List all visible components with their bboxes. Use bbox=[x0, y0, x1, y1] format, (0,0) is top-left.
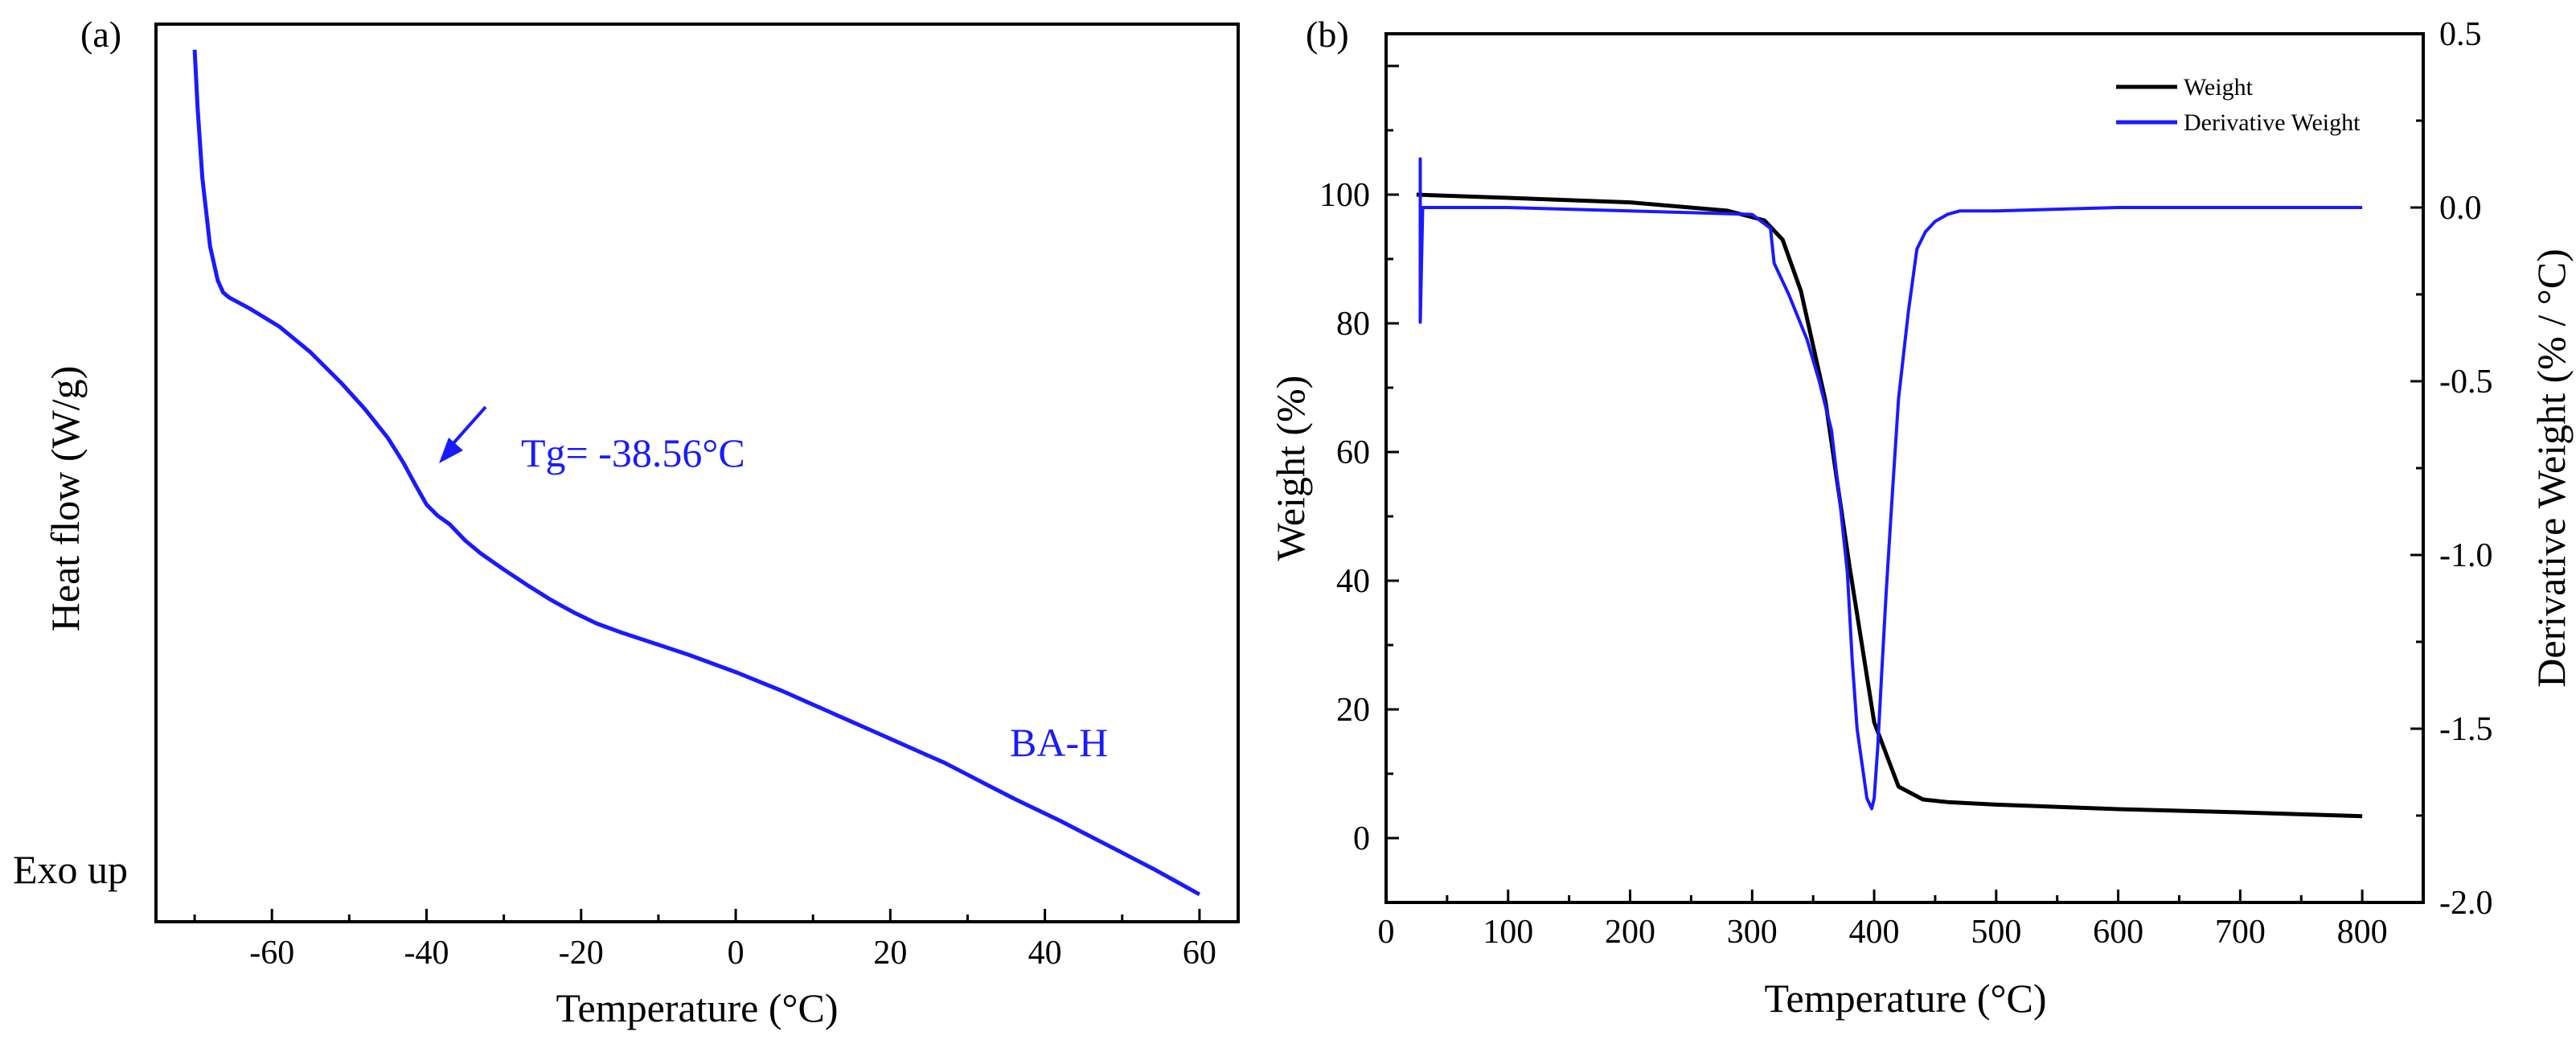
panel-b-label: (b) bbox=[1306, 14, 1349, 55]
panel-b-x-ticks bbox=[1384, 890, 2425, 902]
panel-a-x-tick-label: 0 bbox=[728, 935, 744, 972]
panel-b-x-tick-label: 200 bbox=[1605, 914, 1655, 951]
legend-derivative-label: Derivative Weight bbox=[2184, 109, 2361, 136]
panel-b-right-y-tick-label: -1.0 bbox=[2439, 537, 2493, 574]
panel-b-right-y-tick-label: -2.0 bbox=[2439, 885, 2493, 922]
panel-b-right-y-tick-label: -0.5 bbox=[2439, 364, 2493, 401]
panel-b-x-tick-label: 600 bbox=[2093, 914, 2143, 951]
panel-a-x-tick-label: 20 bbox=[873, 935, 907, 972]
panel-b-legend: Weight Derivative Weight bbox=[2116, 74, 2361, 136]
panel-b-x-tick-label: 700 bbox=[2215, 914, 2266, 951]
tg-arrow-head bbox=[439, 438, 463, 463]
panel-a-heat-flow-line bbox=[192, 49, 1201, 897]
panel-b-x-tick-label: 300 bbox=[1727, 914, 1778, 951]
panel-b-right-y-tick-label: 0.5 bbox=[2439, 16, 2482, 53]
panel-a: (a) -60 -40 -20 0 20 40 60 Tg= -38.56°C BA-H E… bbox=[13, 14, 1240, 1030]
panel-b-derivative-weight-line bbox=[1418, 157, 2363, 811]
panel-a-y-axis-title: Heat flow (W/g) bbox=[43, 366, 88, 631]
panel-a-label: (a) bbox=[80, 14, 121, 55]
panel-b-right-y-ticks bbox=[2410, 32, 2423, 904]
panel-b-plot-frame bbox=[1384, 32, 2425, 904]
panel-b-left-y-ticks bbox=[1386, 64, 1399, 904]
panel-b: (b) 0 100 200 300 400 500 600 700 800 0 20 40 60 80 1… bbox=[1268, 14, 2574, 1021]
panel-a-x-axis-title: Temperature (°C) bbox=[556, 985, 838, 1030]
panel-a-x-tick-label: 60 bbox=[1183, 935, 1216, 972]
panel-b-y-tick-label: 60 bbox=[1336, 434, 1370, 471]
panel-b-x-tick-labels: 0 100 200 300 400 500 600 700 800 bbox=[1378, 914, 2388, 951]
legend-weight-label: Weight bbox=[2184, 74, 2254, 101]
panel-b-right-y-axis-title: Derivative Weight (% / °C) bbox=[2529, 249, 2574, 687]
panel-a-x-ticks bbox=[193, 909, 1201, 922]
panel-b-right-y-tick-label: -1.5 bbox=[2439, 711, 2493, 748]
panel-b-x-tick-label: 400 bbox=[1849, 914, 1900, 951]
panel-a-x-tick-label: -60 bbox=[249, 935, 294, 972]
panel-b-y-tick-label: 80 bbox=[1336, 306, 1370, 343]
panel-b-y-tick-label: 20 bbox=[1336, 692, 1370, 729]
series-name-annotation: BA-H bbox=[1010, 720, 1108, 765]
panel-b-right-y-tick-labels: -2.0 -1.5 -1.0 -0.5 0.0 0.5 bbox=[2439, 16, 2493, 922]
panel-b-x-tick-label: 500 bbox=[1971, 914, 2021, 951]
panel-b-x-axis-title: Temperature (°C) bbox=[1764, 976, 2046, 1021]
panel-b-left-y-tick-labels: 0 20 40 60 80 100 bbox=[1319, 177, 1370, 857]
exo-up-label: Exo up bbox=[13, 847, 128, 892]
panel-a-x-tick-label: -20 bbox=[559, 935, 604, 972]
panel-b-x-tick-label: 0 bbox=[1378, 914, 1395, 951]
panel-a-x-tick-label: 40 bbox=[1028, 935, 1062, 972]
panel-a-plot-frame bbox=[154, 23, 1240, 923]
panel-b-left-y-axis-title: Weight (%) bbox=[1268, 376, 1313, 561]
panel-b-y-tick-label: 100 bbox=[1319, 177, 1370, 214]
panel-b-y-tick-label: 0 bbox=[1353, 820, 1370, 857]
panel-a-x-tick-labels: -60 -40 -20 0 20 40 60 bbox=[249, 935, 1216, 972]
panel-b-weight-line bbox=[1416, 192, 2363, 819]
panel-b-x-tick-label: 800 bbox=[2337, 914, 2388, 951]
panel-a-x-tick-label: -40 bbox=[404, 935, 449, 972]
tg-annotation: Tg= -38.56°C bbox=[521, 430, 745, 475]
panel-b-right-y-tick-label: 0.0 bbox=[2439, 190, 2482, 227]
panel-b-x-tick-label: 100 bbox=[1483, 914, 1533, 951]
panel-b-y-tick-label: 40 bbox=[1336, 563, 1370, 600]
